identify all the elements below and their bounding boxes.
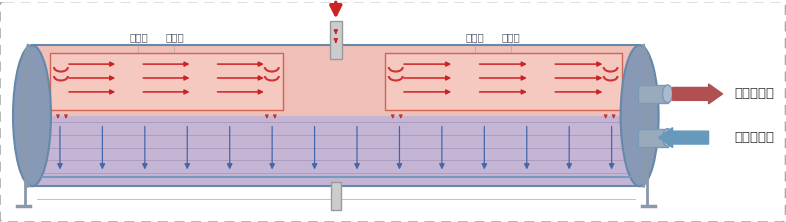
Ellipse shape [13,45,51,186]
Bar [330,21,342,59]
Text: 冷却水出口: 冷却水出口 [735,87,774,100]
FancyArrow shape [659,128,708,148]
Bar [50,53,283,110]
Ellipse shape [663,129,673,147]
Bar [637,129,667,147]
Text: 过滤网: 过滤网 [466,32,485,42]
Text: 过滤网: 过滤网 [165,32,184,42]
Text: 冷却水进口: 冷却水进口 [735,131,774,144]
Text: 过滤网: 过滤网 [129,32,148,42]
Ellipse shape [621,45,659,186]
Bar [637,85,667,103]
Bar [385,53,622,110]
Ellipse shape [663,85,673,103]
Bar [32,45,640,116]
Bar [331,182,341,210]
FancyArrow shape [673,84,722,104]
Text: 过滤网: 过滤网 [501,32,520,42]
Bar [32,116,640,186]
